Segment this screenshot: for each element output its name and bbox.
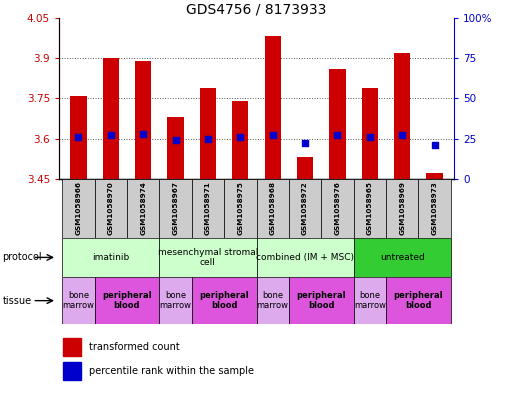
Bar	[62, 277, 94, 324]
Bar	[289, 179, 321, 238]
Text: mesenchymal stromal
cell: mesenchymal stromal cell	[157, 248, 258, 267]
Text: GSM1058970: GSM1058970	[108, 182, 114, 235]
Point	[398, 132, 406, 138]
Bar	[362, 88, 378, 179]
Text: GSM1058974: GSM1058974	[140, 182, 146, 235]
Bar	[353, 277, 386, 324]
Bar	[232, 101, 248, 179]
Point	[171, 137, 180, 143]
Bar	[297, 157, 313, 179]
Text: GSM1058969: GSM1058969	[399, 181, 405, 235]
Bar	[63, 338, 81, 356]
Point	[74, 134, 83, 140]
Text: transformed count: transformed count	[89, 342, 180, 352]
Text: peripheral
blood: peripheral blood	[102, 291, 152, 310]
Bar	[224, 179, 256, 238]
Bar	[103, 58, 119, 179]
Bar	[94, 179, 127, 238]
Bar	[62, 238, 160, 277]
Bar	[192, 179, 224, 238]
Bar	[94, 277, 160, 324]
Text: GSM1058973: GSM1058973	[431, 182, 438, 235]
Bar	[426, 173, 443, 179]
Text: bone
marrow: bone marrow	[160, 291, 191, 310]
Bar	[386, 179, 419, 238]
Bar	[127, 179, 160, 238]
Bar	[70, 95, 87, 179]
Text: GSM1058971: GSM1058971	[205, 182, 211, 235]
Text: bone
marrow: bone marrow	[354, 291, 386, 310]
Text: bone
marrow: bone marrow	[256, 291, 289, 310]
Bar	[353, 238, 451, 277]
Bar	[419, 179, 451, 238]
Point	[366, 134, 374, 140]
Text: GSM1058966: GSM1058966	[75, 181, 82, 235]
Text: bone
marrow: bone marrow	[63, 291, 94, 310]
Bar	[200, 88, 216, 179]
Bar	[321, 179, 353, 238]
Bar	[256, 179, 289, 238]
Point	[139, 130, 147, 137]
Text: GSM1058976: GSM1058976	[334, 181, 341, 235]
Text: peripheral
blood: peripheral blood	[393, 291, 443, 310]
Text: GSM1058968: GSM1058968	[270, 181, 275, 235]
Text: imatinib: imatinib	[92, 253, 129, 262]
Text: percentile rank within the sample: percentile rank within the sample	[89, 366, 253, 376]
Text: peripheral
blood: peripheral blood	[297, 291, 346, 310]
Bar	[256, 238, 353, 277]
Text: GSM1058967: GSM1058967	[172, 181, 179, 235]
Bar	[353, 179, 386, 238]
Point	[301, 140, 309, 147]
Text: GSM1058965: GSM1058965	[367, 181, 373, 235]
Text: GSM1058972: GSM1058972	[302, 182, 308, 235]
Bar	[329, 69, 346, 179]
Bar	[265, 37, 281, 179]
Bar	[256, 277, 289, 324]
Text: tissue: tissue	[3, 296, 32, 306]
Point	[107, 132, 115, 138]
Bar	[289, 277, 353, 324]
Bar	[167, 117, 184, 179]
Bar	[394, 53, 410, 179]
Point	[236, 134, 244, 140]
Bar	[160, 277, 192, 324]
Bar	[63, 362, 81, 380]
Point	[430, 142, 439, 148]
Point	[333, 132, 342, 138]
Text: combined (IM + MSC): combined (IM + MSC)	[256, 253, 354, 262]
Text: protocol: protocol	[3, 252, 42, 263]
Bar	[160, 238, 256, 277]
Point	[269, 132, 277, 138]
Title: GDS4756 / 8173933: GDS4756 / 8173933	[186, 2, 327, 17]
Bar	[62, 179, 94, 238]
Bar	[192, 277, 256, 324]
Bar	[135, 61, 151, 179]
Bar	[160, 179, 192, 238]
Text: GSM1058975: GSM1058975	[238, 181, 243, 235]
Bar	[386, 277, 451, 324]
Text: peripheral
blood: peripheral blood	[200, 291, 249, 310]
Text: untreated: untreated	[380, 253, 425, 262]
Point	[204, 135, 212, 142]
